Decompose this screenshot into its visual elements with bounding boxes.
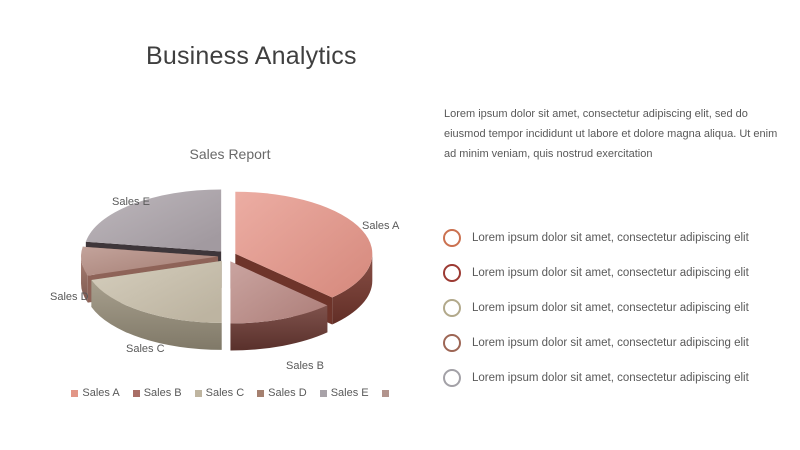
ring-icon: [443, 298, 461, 317]
bullet-item-5: Lorem ipsum dolor sit amet, consectetur …: [443, 360, 788, 395]
legend-item-sales-b: Sales B: [132, 387, 182, 399]
legend-swatch-icon: [132, 389, 140, 397]
pie-slice-sales-a-rim-wall: [332, 253, 373, 325]
pie-slice-sales-d-rim-wall: [81, 256, 88, 303]
ring-icon: [443, 368, 461, 387]
legend-label: Sales B: [143, 387, 182, 399]
pie-slice-sales-e-top: [85, 189, 222, 252]
pie-slice-sales-b-top: [230, 261, 328, 324]
body-paragraph: Lorem ipsum dolor sit amet, consectetur …: [444, 108, 778, 160]
legend-item-sales-a: Sales A: [71, 387, 120, 399]
legend-label: Sales E: [330, 387, 369, 399]
ring-icon: [443, 228, 461, 247]
bullet-item-4: Lorem ipsum dolor sit amet, consectetur …: [443, 325, 788, 360]
pie-slice-sales-c-top: [91, 260, 222, 323]
bullet-text: Lorem ipsum dolor sit amet, consectetur …: [472, 266, 749, 279]
legend-label: Sales A: [82, 387, 120, 399]
ring-icon: [443, 333, 461, 352]
bullet-list: Lorem ipsum dolor sit amet, consectetur …: [443, 220, 788, 395]
bullet-item-1: Lorem ipsum dolor sit amet, consectetur …: [443, 220, 788, 255]
pie-label-sales-c: Sales C: [126, 343, 165, 355]
slide-title: Business Analytics: [146, 42, 357, 70]
pie-label-sales-d: Sales D: [50, 291, 89, 303]
legend-swatch-icon: [257, 389, 265, 397]
legend-label: Sales C: [205, 387, 245, 399]
legend-label: Sales D: [268, 387, 307, 399]
pie-slice-sales-a-top: [235, 191, 373, 298]
legend-swatch-icon: [319, 389, 327, 397]
bullet-text: Lorem ipsum dolor sit amet, consectetur …: [472, 301, 749, 314]
bullet-text: Lorem ipsum dolor sit amet, consectetur …: [472, 231, 749, 244]
legend-item-sales-d: Sales D: [257, 387, 307, 399]
legend-item-extra: [381, 389, 389, 397]
legend-swatch-icon: [194, 389, 202, 397]
pie-slice-sales-d-top: [81, 246, 219, 276]
pie-label-sales-e: Sales E: [112, 196, 150, 208]
pie-slice-sales-b-rim-wall: [230, 305, 328, 351]
pie-chart-title: Sales Report: [189, 146, 271, 162]
legend-swatch-icon: [381, 389, 389, 397]
ring-icon: [443, 263, 461, 282]
bullet-item-2: Lorem ipsum dolor sit amet, consectetur …: [443, 255, 788, 290]
pie-label-sales-b: Sales B: [286, 360, 324, 372]
bullet-text: Lorem ipsum dolor sit amet, consectetur …: [472, 371, 749, 384]
pie-slice-sales-c-rim-wall: [91, 280, 222, 350]
pie-label-sales-a: Sales A: [362, 220, 400, 232]
chart-legend: Sales A Sales B Sales C Sales D Sales E: [40, 387, 420, 399]
legend-swatch-icon: [71, 389, 79, 397]
legend-item-sales-c: Sales C: [194, 387, 245, 399]
bullet-item-3: Lorem ipsum dolor sit amet, consectetur …: [443, 290, 788, 325]
legend-item-sales-e: Sales E: [319, 387, 369, 399]
bullet-text: Lorem ipsum dolor sit amet, consectetur …: [472, 336, 749, 349]
